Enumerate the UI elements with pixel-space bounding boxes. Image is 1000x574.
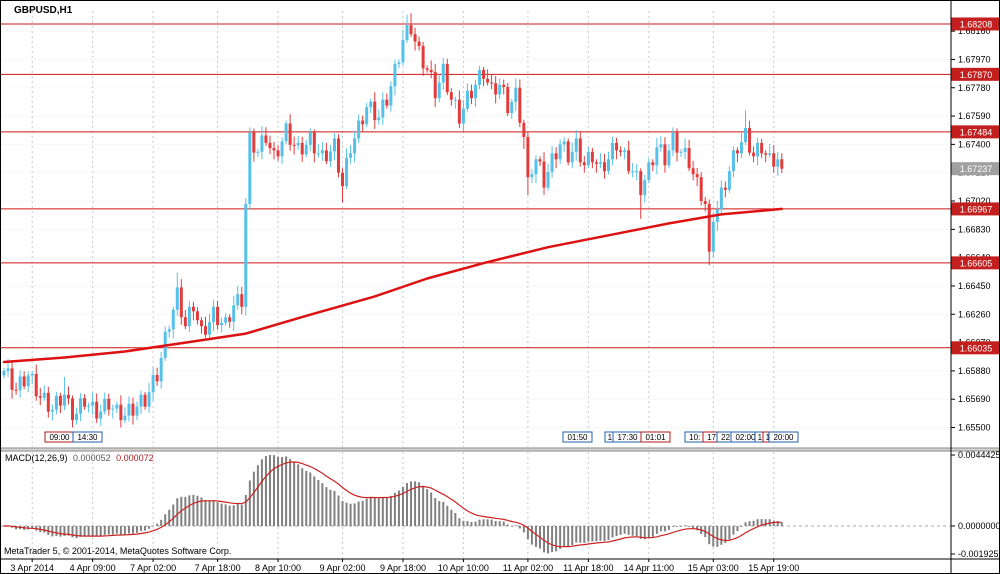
time-tag-label: 17: [707, 433, 718, 442]
time-tick-label: 8 Apr 10:00 [255, 563, 301, 573]
level-price-label: 1.66035 [960, 343, 993, 353]
time-tick-label: 11 Apr 18:00 [563, 563, 613, 573]
level-price-flag[interactable] [951, 67, 1000, 81]
level-price-flag[interactable] [951, 125, 1000, 139]
level-price-flag[interactable] [951, 202, 1000, 216]
time-tag-label: 1 [766, 433, 771, 442]
time-tag[interactable]: 14:30 [72, 431, 103, 443]
time-tick-label: 14 Apr 11:00 [624, 563, 674, 573]
price-tick-label: 1.67590 [958, 111, 991, 121]
macd-axis-label: -0.0019255 [958, 549, 1000, 559]
price-tick-label: 1.68160 [958, 26, 991, 36]
copyright-text: MetaTrader 5, © 2001-2014, MetaQuotes So… [4, 546, 232, 556]
time-tag[interactable]: 01:50 [562, 431, 593, 443]
level-price-flag[interactable] [951, 256, 1000, 270]
price-tick-label: 1.67970 [958, 54, 991, 64]
price-tick-label: 1.66830 [958, 224, 991, 234]
level-price-flag[interactable] [951, 17, 1000, 31]
time-tag-label: 20:00 [773, 433, 794, 442]
macd-name: MACD(12,26,9) [5, 453, 68, 463]
price-tick-label: 1.67020 [958, 196, 991, 206]
level-price-label: 1.67870 [960, 70, 993, 80]
level-price-label: 1.66605 [960, 258, 993, 268]
time-tag-label: 1 [608, 433, 613, 442]
price-axis[interactable]: 1.68160 1.67970 1.67780 1.67590 1.67400 1.672… [951, 17, 1000, 559]
time-tick-label: 15 Apr 03:00 [688, 563, 739, 573]
current-price-label: 1.67237 [960, 164, 993, 174]
current-price-flag [951, 162, 999, 176]
time-tick-label: 10 Apr 10:00 [438, 563, 489, 573]
time-tick-label: 7 Apr 18:00 [195, 563, 241, 573]
time-tag-label: 10: [689, 433, 700, 442]
level-price-flag[interactable] [951, 341, 1000, 355]
time-tick-label: 4 Apr 09:00 [70, 563, 116, 573]
time-tag-label: 14:30 [77, 433, 98, 442]
time-tick-label: 7 Apr 02:00 [130, 563, 176, 573]
macd-indicator-label: MACD(12,26,9) 0.000052 0.000072 [5, 453, 154, 463]
time-axis[interactable]: 3 Apr 2014 4 Apr 09:00 7 Apr 02:00 7 Apr 18… [10, 559, 799, 573]
time-tag-label: 1 [758, 433, 763, 442]
price-tick-label: 1.67400 [958, 139, 991, 149]
price-tick-label: 1.65880 [958, 366, 991, 376]
horizontal-level-lines [1, 23, 951, 349]
price-tick-label: 1.66260 [958, 309, 991, 319]
price-tick-label: 1.66450 [958, 281, 991, 291]
time-tag-label: 01:50 [567, 433, 588, 442]
time-tag-label: 02:00 [735, 433, 756, 442]
macd-axis-label: 0.0000000 [958, 521, 1000, 531]
candlestick-series [2, 13, 784, 428]
time-tick-label: 9 Apr 18:00 [380, 563, 426, 573]
macd-indicator [1, 455, 950, 554]
time-tag-label: 22: [721, 433, 732, 442]
time-tag-label: 01:01 [645, 433, 666, 442]
symbol-label: GBPUSD,H1 [14, 5, 73, 16]
time-tick-label: 9 Apr 02:00 [319, 563, 365, 573]
time-tag[interactable]: 17:30 [612, 431, 643, 443]
time-tag[interactable]: 10: [684, 431, 705, 443]
price-tick-label: 1.67780 [958, 83, 991, 93]
price-tick-label: 1.65500 [958, 423, 991, 433]
time-tag[interactable]: 09:00 [44, 431, 75, 443]
time-tick-label: 11 Apr 02:00 [503, 563, 553, 573]
time-tick-label: 15 Apr 19:00 [748, 563, 799, 573]
level-price-label: 1.66967 [960, 204, 993, 214]
time-tag-label: 09:00 [49, 433, 70, 442]
macd-axis-label: 0.0044425 [958, 450, 1000, 460]
trade-time-tags: 09:00 14:30 01:50 1 17:30 01:01 10: 17: 22: 02:00… [44, 431, 799, 443]
time-tag[interactable]: 20:00 [768, 431, 799, 443]
level-price-label: 1.67484 [960, 127, 993, 137]
time-tag[interactable]: 01:01 [640, 431, 671, 443]
level-price-label: 1.68208 [960, 19, 993, 29]
time-tag-label: 17:30 [617, 433, 638, 442]
moving-average-line [2, 207, 784, 364]
macd-main-value: 0.000052 [73, 453, 111, 463]
time-tick-label: 3 Apr 2014 [10, 563, 54, 573]
macd-signal-value: 0.000072 [116, 453, 154, 463]
price-tick-label: 1.65690 [958, 394, 991, 404]
